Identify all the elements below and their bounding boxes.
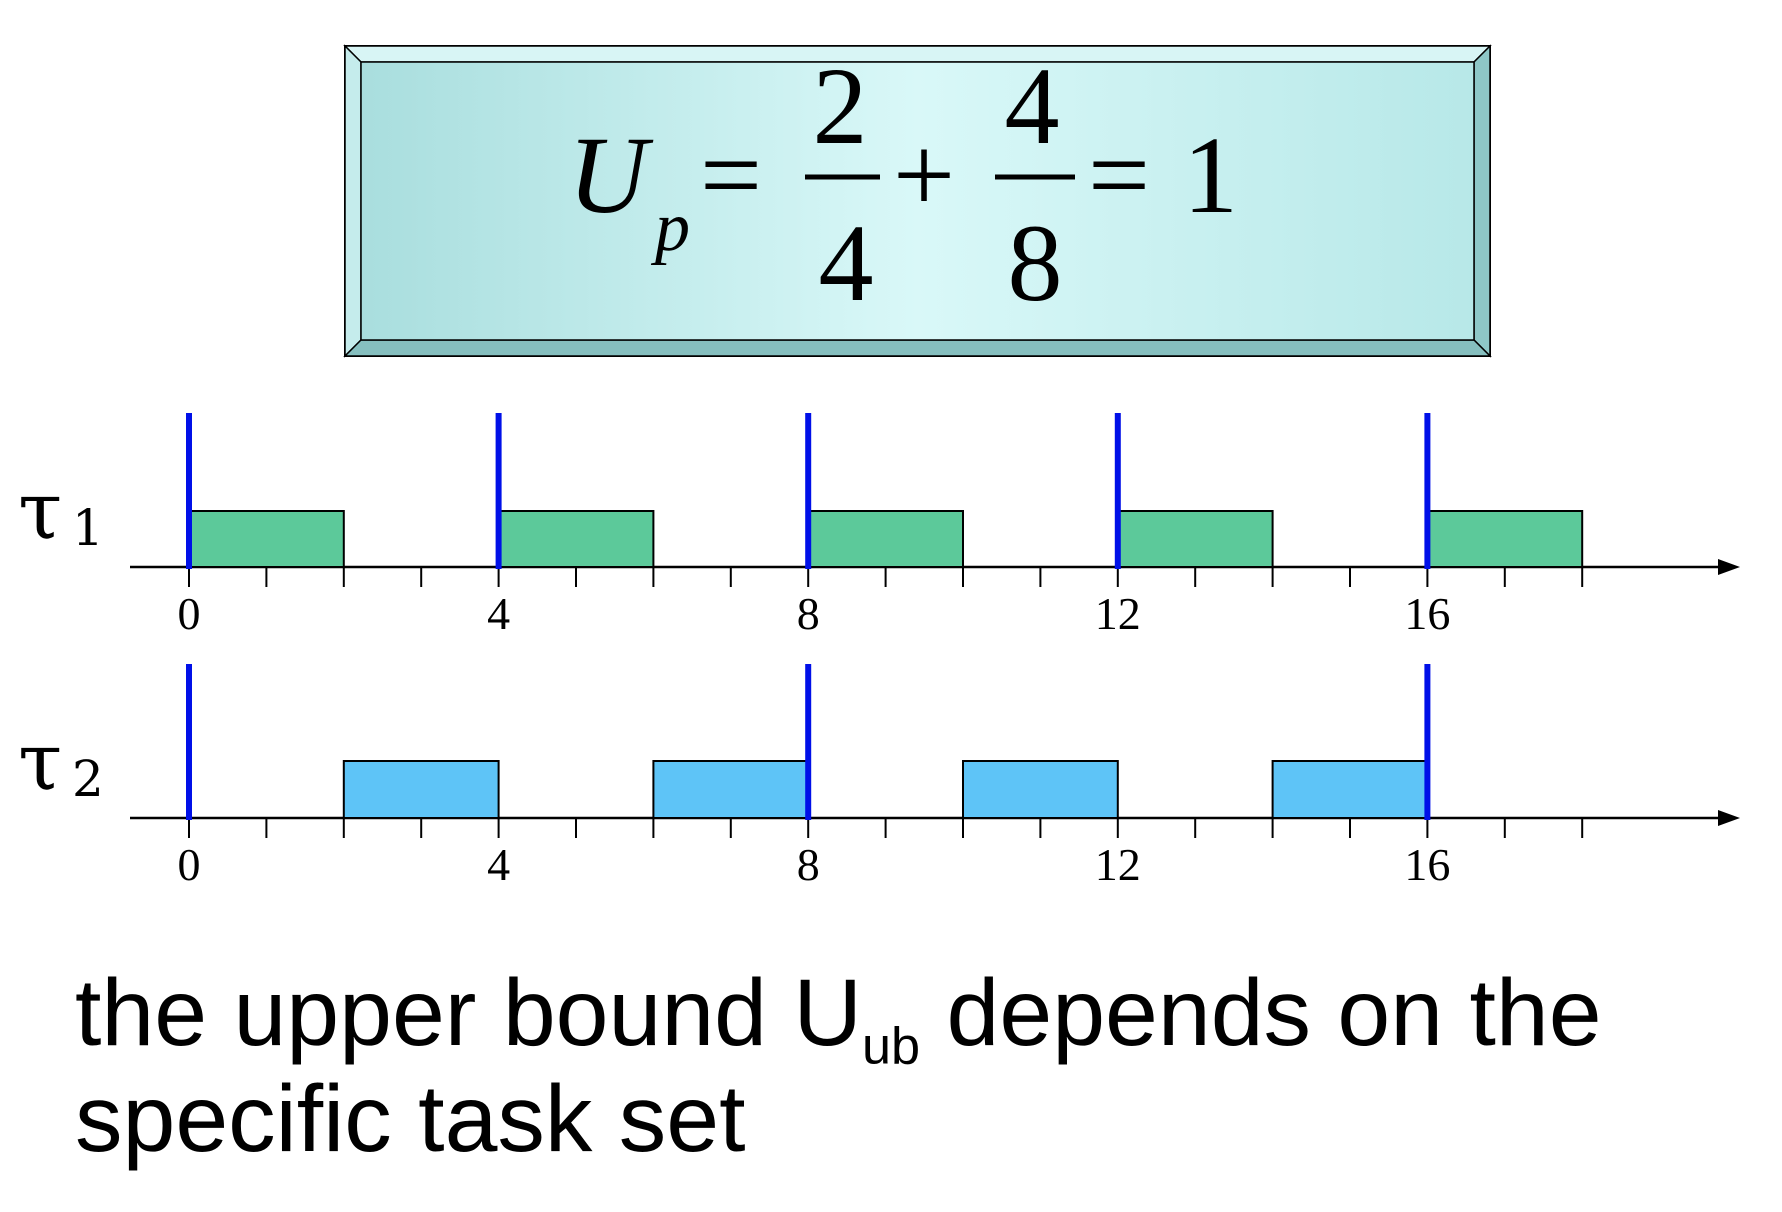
task2-label: τ [18,715,62,808]
fraction2-numerator: 4 [1005,45,1060,167]
task2-axis-arrow [1718,810,1740,826]
formula-equals-1: = [700,114,762,236]
caption-text-before: the upper bound U [75,960,862,1066]
formula-result: 1 [1183,114,1238,236]
task2-tick-label: 12 [1095,839,1141,890]
formula-box-face [360,61,1475,341]
caption-text-after: depends on the specific task set [75,960,1602,1173]
caption: the upper bound Uub depends on the speci… [75,960,1775,1173]
formula-lhs: U [568,114,654,236]
task1-axis-arrow [1718,559,1740,575]
task1-tick-label: 8 [797,588,820,639]
task1-job [497,510,655,568]
fraction1-numerator: 2 [813,45,868,167]
task1-tick-label: 12 [1095,588,1141,639]
task2-job [342,760,500,819]
task1-label-subscript: 1 [72,499,104,557]
task2-label-subscript: 2 [72,750,104,808]
task2-job [962,760,1119,819]
task2-tick-label: 8 [797,839,820,890]
caption-subscript: ub [862,1017,921,1076]
task1-tick-label: 16 [1404,588,1450,639]
formula-plus: + [893,114,955,236]
task2-tick-label: 0 [178,839,201,890]
task1-tick-label: 0 [178,588,201,639]
fraction2-denominator: 8 [1008,202,1063,324]
fraction1-denominator: 4 [819,202,874,324]
schedule-timeline: τ 10 4 8 12 16τ 20 4 8 12 16 [18,413,1740,890]
task1-label: τ [18,464,62,557]
task1-tick-label: 4 [487,588,510,639]
utilization-formula-box: U p = 2 4 + 4 8 = 1 [343,44,1492,358]
task1-job [807,510,965,568]
task1-job [188,510,345,568]
task2-job [652,760,810,819]
task2-tick-label: 4 [487,839,510,890]
formula-equals-2: = [1088,114,1150,236]
task2-tick-label: 16 [1404,839,1450,890]
task1-job [1426,510,1584,568]
task1-job [1116,510,1274,568]
task2-job [1271,760,1429,819]
formula-lhs-subscript: p [650,189,690,266]
